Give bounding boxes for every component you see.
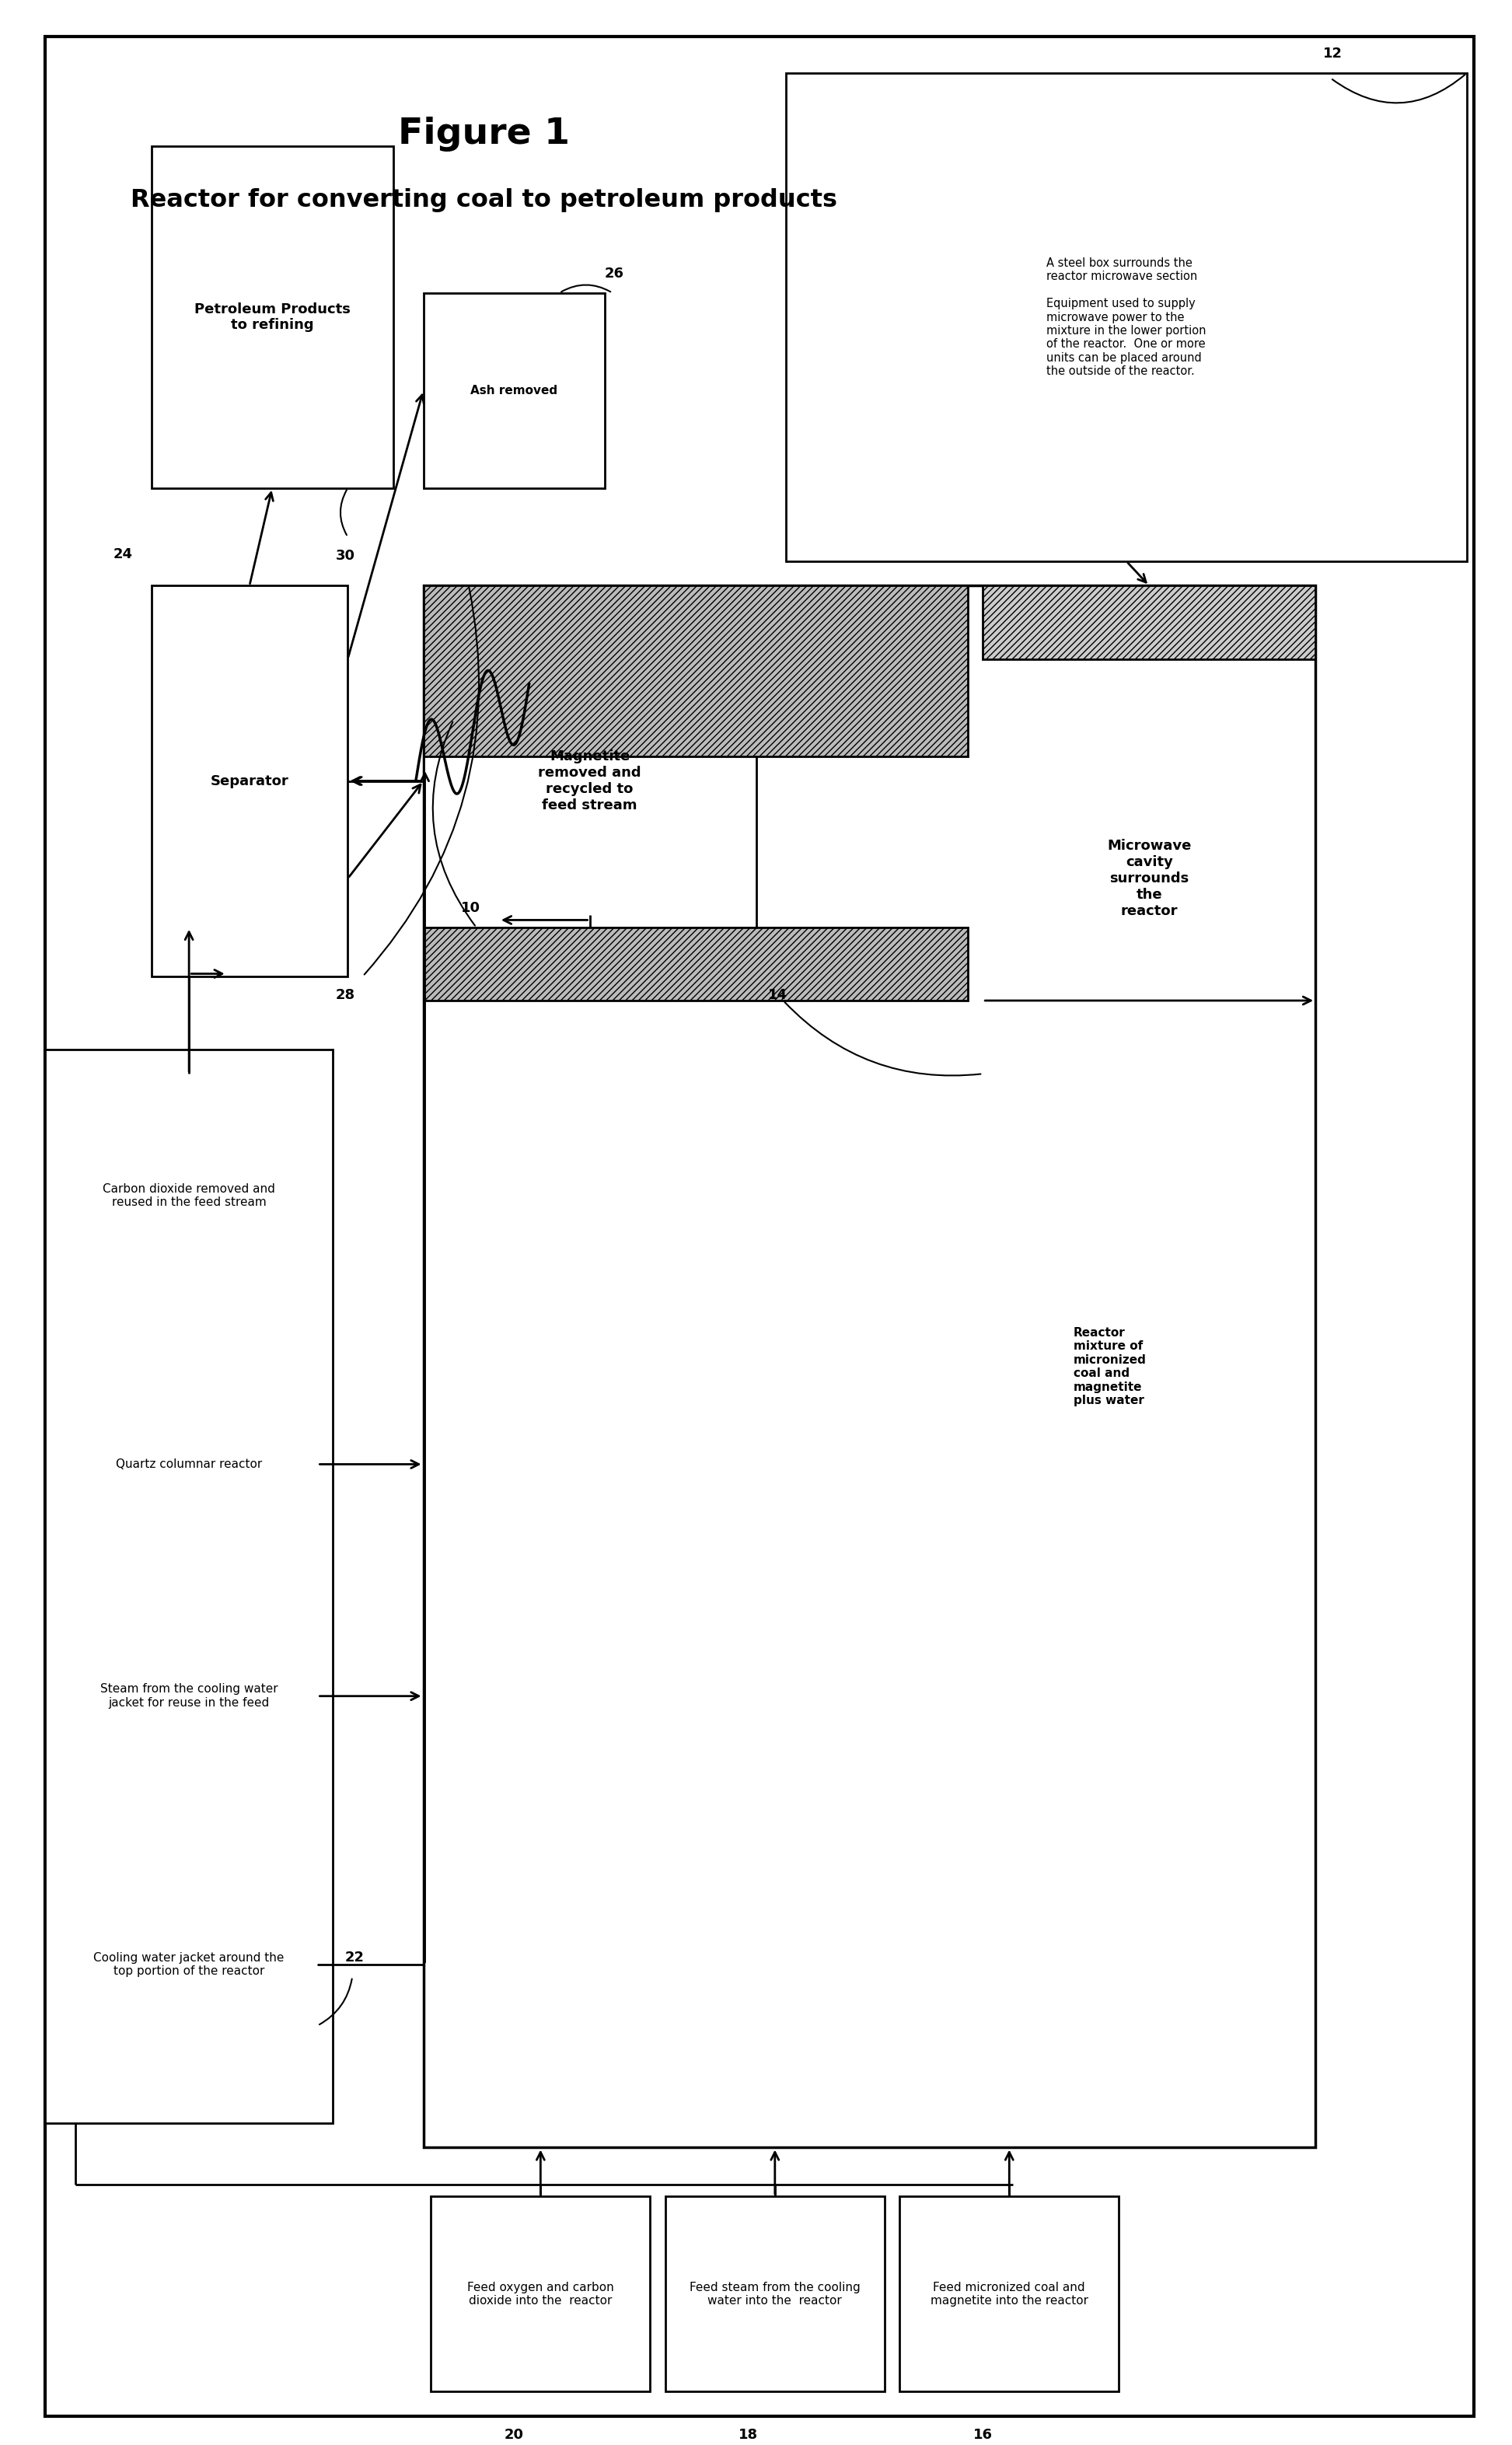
Text: Petroleum Products
to refining: Petroleum Products to refining: [194, 303, 351, 333]
Bar: [665, 2196, 885, 2391]
Bar: [423, 587, 1315, 2147]
Text: Feed steam from the cooling
water into the  reactor: Feed steam from the cooling water into t…: [689, 2281, 860, 2306]
Bar: [423, 927, 968, 1000]
Text: Cooling water jacket around the
top portion of the reactor: Cooling water jacket around the top port…: [94, 1951, 284, 1978]
Bar: [423, 293, 605, 489]
Text: Steam from the cooling water
jacket for reuse in the feed: Steam from the cooling water jacket for …: [100, 1685, 278, 1709]
Text: 12: 12: [1323, 46, 1343, 61]
Text: A steel box surrounds the
reactor microwave section

Equipment used to supply
mi: A steel box surrounds the reactor microw…: [1046, 257, 1207, 377]
Text: 20: 20: [505, 2428, 523, 2443]
Text: Reactor
mixture of
micronized
coal and
magnetite
plus water: Reactor mixture of micronized coal and m…: [1074, 1328, 1146, 1406]
Bar: [151, 587, 348, 976]
Text: Ash removed: Ash removed: [470, 384, 558, 396]
Text: Feed micronized coal and
magnetite into the reactor: Feed micronized coal and magnetite into …: [930, 2281, 1089, 2306]
Text: 24: 24: [113, 548, 133, 562]
Text: 14: 14: [768, 988, 788, 1002]
Bar: [423, 587, 756, 976]
Text: 26: 26: [605, 267, 624, 281]
Text: Carbon dioxide removed and
reused in the feed stream: Carbon dioxide removed and reused in the…: [103, 1183, 275, 1208]
Text: Microwave
cavity
surrounds
the
reactor: Microwave cavity surrounds the reactor: [1107, 839, 1191, 917]
Bar: [151, 147, 393, 489]
Text: Separator: Separator: [210, 775, 289, 787]
Bar: [983, 587, 1315, 658]
Text: Figure 1: Figure 1: [398, 117, 570, 152]
Text: 22: 22: [345, 1951, 364, 1963]
Bar: [431, 2196, 650, 2391]
Bar: [983, 587, 1315, 1171]
Text: 30: 30: [336, 550, 355, 562]
Text: Magnetite
removed and
recycled to
feed stream: Magnetite removed and recycled to feed s…: [538, 751, 641, 812]
Text: 16: 16: [974, 2428, 992, 2443]
Text: 28: 28: [336, 988, 355, 1002]
Text: Reactor for converting coal to petroleum products: Reactor for converting coal to petroleum…: [130, 188, 838, 213]
Bar: [423, 587, 968, 756]
Text: 18: 18: [739, 2428, 758, 2443]
Bar: [45, 1049, 333, 2122]
Text: Feed oxygen and carbon
dioxide into the  reactor: Feed oxygen and carbon dioxide into the …: [467, 2281, 614, 2306]
Text: Quartz columnar reactor: Quartz columnar reactor: [116, 1457, 262, 1469]
Bar: [786, 73, 1467, 562]
Text: 10: 10: [461, 902, 481, 914]
Bar: [900, 2196, 1119, 2391]
